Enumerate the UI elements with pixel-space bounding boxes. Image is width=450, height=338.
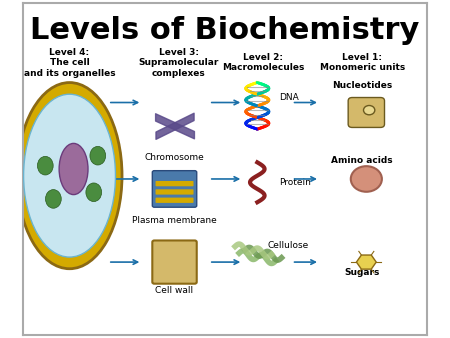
Text: Chromosome: Chromosome — [144, 153, 204, 162]
FancyBboxPatch shape — [156, 198, 194, 203]
Ellipse shape — [86, 183, 102, 201]
Ellipse shape — [90, 146, 106, 165]
Text: Level 3:
Supramolecular
complexes: Level 3: Supramolecular complexes — [138, 48, 219, 77]
FancyBboxPatch shape — [156, 181, 194, 186]
FancyBboxPatch shape — [152, 240, 197, 284]
Circle shape — [364, 105, 375, 115]
Ellipse shape — [23, 94, 116, 257]
Polygon shape — [356, 255, 376, 269]
Text: Nucleotides: Nucleotides — [332, 81, 392, 90]
Text: Level 1:
Monomeric units: Level 1: Monomeric units — [320, 53, 405, 72]
Ellipse shape — [45, 190, 61, 208]
Text: Cellulose: Cellulose — [267, 241, 309, 250]
FancyBboxPatch shape — [348, 98, 384, 127]
Ellipse shape — [17, 82, 122, 269]
Circle shape — [351, 166, 382, 192]
Text: Level 2:
Macromolecules: Level 2: Macromolecules — [222, 53, 305, 72]
Text: Protein: Protein — [279, 178, 311, 187]
FancyBboxPatch shape — [156, 189, 194, 195]
Text: DNA: DNA — [279, 93, 299, 102]
FancyBboxPatch shape — [152, 171, 197, 207]
Text: Plasma membrane: Plasma membrane — [132, 216, 217, 225]
Text: Levels of Biochemistry: Levels of Biochemistry — [30, 16, 420, 45]
Text: Level 4:
The cell
and its organelles: Level 4: The cell and its organelles — [24, 48, 115, 77]
Text: Cell wall: Cell wall — [155, 286, 194, 295]
Ellipse shape — [59, 143, 88, 195]
Text: Amino acids: Amino acids — [332, 156, 393, 165]
Ellipse shape — [37, 156, 53, 175]
Text: Sugars: Sugars — [345, 268, 380, 276]
